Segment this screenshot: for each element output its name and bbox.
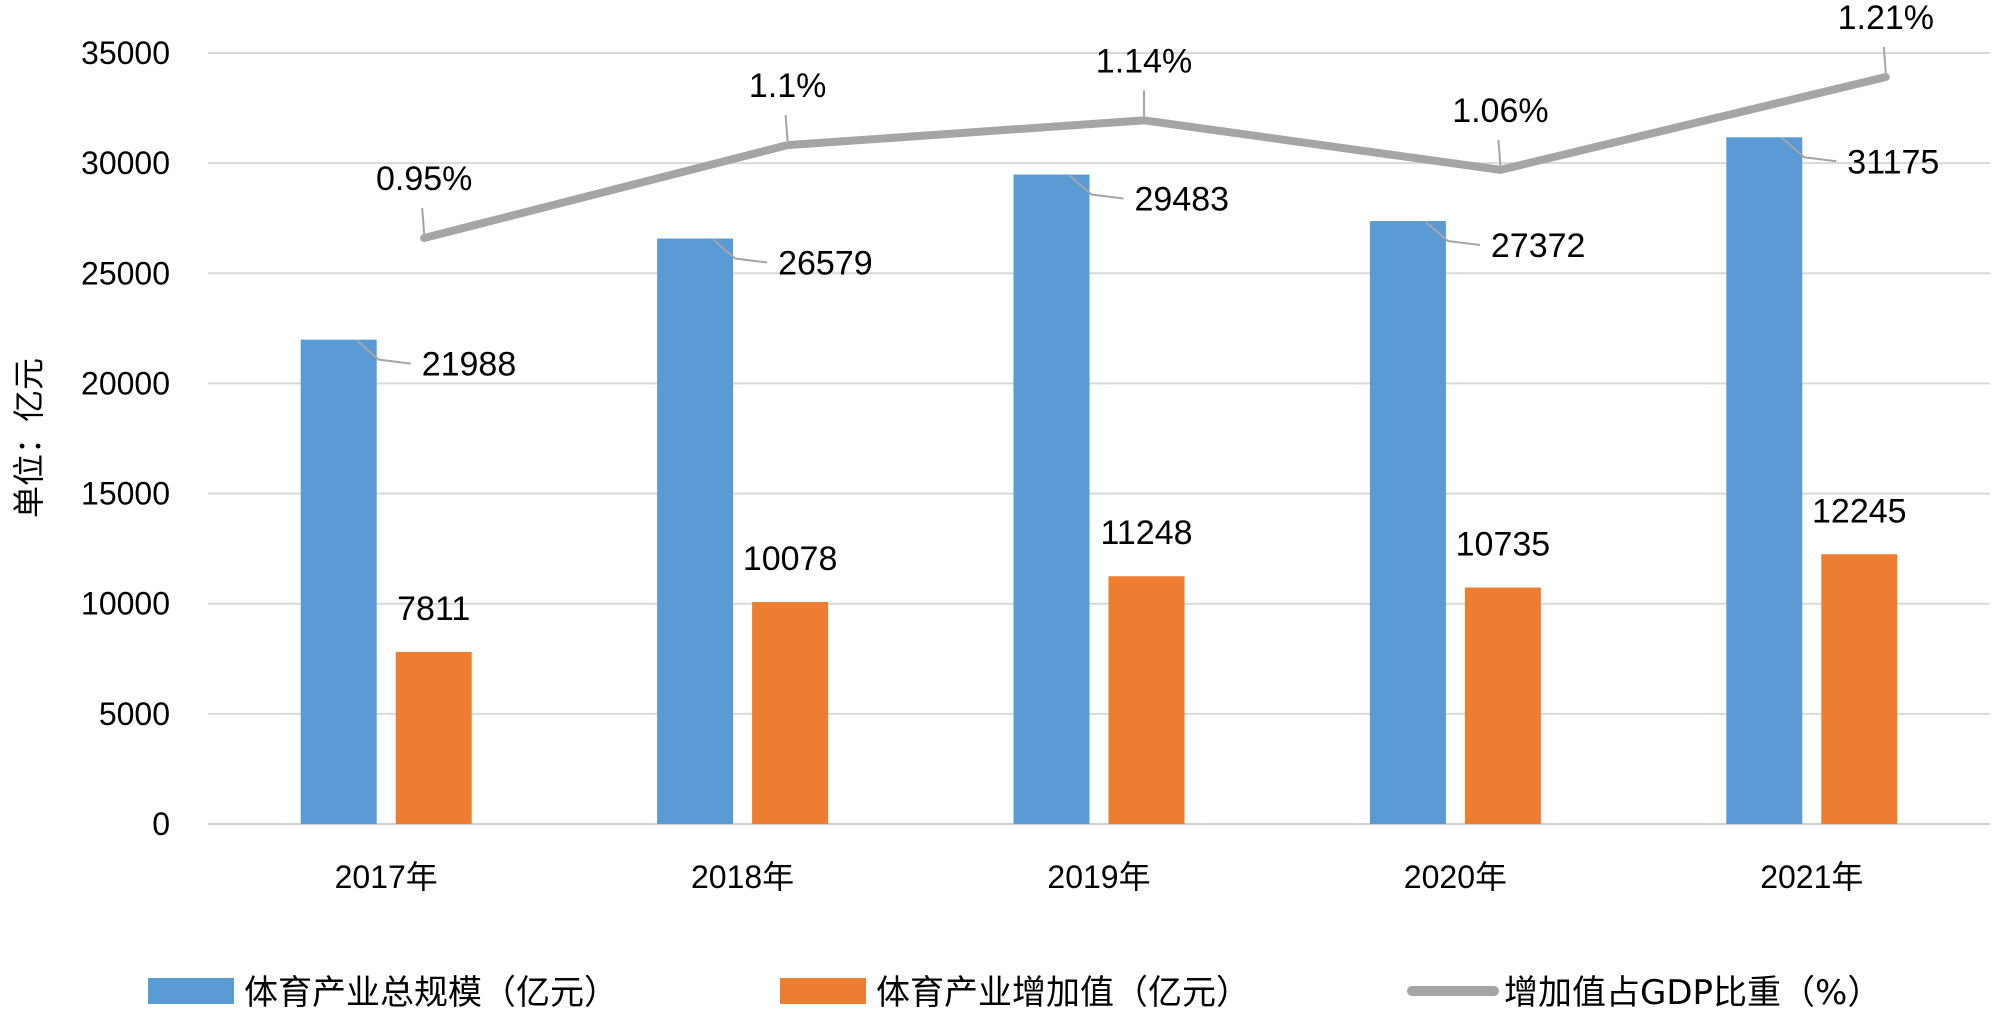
gridlines xyxy=(208,52,1990,825)
label-leader-line xyxy=(1068,174,1124,200)
y-tick-label: 0 xyxy=(152,806,170,842)
y-tick-label: 25000 xyxy=(81,255,170,291)
bar-data-label: 12245 xyxy=(1812,492,1907,530)
bar-value-added xyxy=(395,651,472,824)
x-tick-label: 2019年 xyxy=(1047,859,1150,895)
y-tick-label: 30000 xyxy=(81,145,170,181)
legend-label: 体育产业增加值（亿元） xyxy=(876,973,1250,1013)
bar-total-scale xyxy=(1726,137,1803,825)
bar-data-label: 10078 xyxy=(743,540,838,578)
label-leader-line xyxy=(784,115,789,142)
label-leader-line xyxy=(1425,221,1481,247)
x-tick-label: 2020年 xyxy=(1404,859,1507,895)
bar-data-label: 7811 xyxy=(397,590,470,628)
line-data-label: 0.95% xyxy=(376,160,472,198)
y-tick-label: 10000 xyxy=(81,586,170,622)
bar-value-added xyxy=(1821,554,1898,824)
bar-data-label: 10735 xyxy=(1456,526,1551,564)
bar-data-label: 11248 xyxy=(1100,514,1192,552)
label-leader-line xyxy=(421,207,426,235)
bar-data-label: 27372 xyxy=(1491,227,1586,265)
y-axis-title: 单位：亿元 xyxy=(10,358,48,518)
legend-swatch xyxy=(780,978,866,1004)
bar-data-label: 29483 xyxy=(1135,181,1230,219)
bar-total-scale xyxy=(300,339,377,824)
bar-total-scale xyxy=(1013,174,1090,825)
ratio-series-line xyxy=(420,73,1890,242)
legend-label: 体育产业总规模（亿元） xyxy=(244,973,618,1013)
bar-total-scale xyxy=(1369,221,1446,824)
x-tick-label: 2021年 xyxy=(1760,859,1863,895)
data-labels: 21988 26579 29483 27372 31175 7811 10078 11248 1… xyxy=(356,0,1939,628)
y-axis-ticks: 0 5000 10000 15000 20000 25000 30000 35000 xyxy=(81,35,170,842)
bar-data-label: 21988 xyxy=(422,346,517,384)
legend: 体育产业总规模（亿元） 体育产业增加值（亿元） 增加值占GDP比重（%） xyxy=(148,973,1881,1013)
line-data-label: 1.1% xyxy=(749,67,827,105)
bar-data-label: 26579 xyxy=(778,245,873,283)
ratio-line xyxy=(420,73,1890,242)
line-data-label: 1.21% xyxy=(1838,0,1934,37)
y-tick-label: 15000 xyxy=(81,476,170,512)
bar-value-added xyxy=(752,601,829,824)
label-leader-line xyxy=(356,339,411,365)
bars xyxy=(300,137,1898,825)
x-tick-label: 2018年 xyxy=(691,859,794,895)
line-data-label: 1.14% xyxy=(1096,42,1192,80)
x-axis-ticks: 2017年 2018年 2019年 2020年 2021年 xyxy=(335,859,1864,895)
bar-data-label: 31175 xyxy=(1847,143,1939,181)
y-tick-label: 20000 xyxy=(81,365,170,401)
y-tick-label: 35000 xyxy=(81,35,170,71)
x-tick-label: 2017年 xyxy=(335,859,438,895)
label-leader-line xyxy=(1882,46,1887,74)
y-tick-label: 5000 xyxy=(99,696,170,732)
bar-value-added xyxy=(1108,576,1185,824)
legend-label: 增加值占GDP比重（%） xyxy=(1504,973,1881,1013)
label-leader-line xyxy=(1781,137,1837,163)
line-data-label: 1.06% xyxy=(1452,92,1548,130)
legend-swatch xyxy=(148,978,234,1004)
bar-total-scale xyxy=(657,238,734,825)
label-leader-line xyxy=(712,238,768,264)
bar-value-added xyxy=(1464,587,1541,824)
label-leader-line xyxy=(1497,139,1502,166)
